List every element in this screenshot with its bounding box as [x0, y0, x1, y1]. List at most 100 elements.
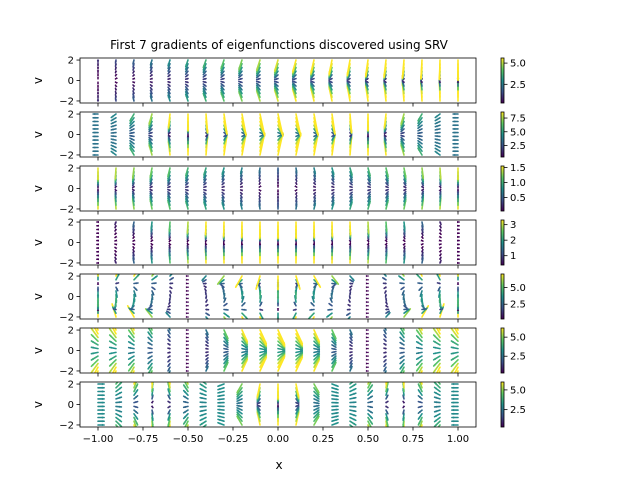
- quiver-arrowhead: [453, 138, 456, 142]
- quiver-arrowhead: [218, 391, 221, 394]
- quiver-arrowhead: [366, 243, 369, 246]
- quiver-arrowhead: [349, 232, 352, 235]
- quiver-arrowhead: [313, 182, 316, 185]
- y-tick-label: 2: [68, 326, 74, 337]
- quiver-arrowhead: [435, 151, 438, 154]
- quiver-arrowhead: [331, 233, 334, 236]
- quiver-arrowhead: [365, 362, 368, 365]
- quiver-arrowhead: [150, 77, 153, 80]
- quiver-arrowhead: [168, 304, 171, 307]
- quiver-arrowhead: [224, 303, 227, 306]
- quiver-arrowhead: [256, 85, 259, 88]
- quiver-arrowhead: [115, 82, 118, 85]
- quiver-arrowhead: [438, 232, 441, 235]
- quiver-arrows: [96, 59, 460, 102]
- quiver-arrowhead: [133, 235, 136, 239]
- quiver-arrowhead: [101, 397, 105, 401]
- quiver-arrowhead: [235, 284, 238, 288]
- quiver-arrowhead: [114, 94, 117, 97]
- quiver-arrowhead: [96, 258, 99, 261]
- quiver-arrowhead: [206, 335, 208, 338]
- quiver-arrowhead: [317, 356, 320, 359]
- quiver-arrowhead: [237, 414, 240, 417]
- quiver-arrowhead: [96, 304, 100, 307]
- quiver-arrowhead: [185, 308, 188, 311]
- quiver-arrowhead: [416, 335, 419, 339]
- quiver-arrowhead: [96, 76, 100, 79]
- quiver-arrowhead: [335, 415, 338, 418]
- quiver-arrowhead: [435, 121, 438, 124]
- quiver-arrowhead: [433, 341, 437, 344]
- quiver-arrowhead: [218, 418, 221, 422]
- quiver-arrowhead: [114, 191, 117, 194]
- quiver-arrowhead: [295, 198, 298, 201]
- quiver-arrowhead: [420, 235, 423, 239]
- quiver-arrowhead: [240, 179, 243, 182]
- quiver-arrow: [420, 59, 423, 79]
- quiver-arrowhead: [316, 412, 319, 415]
- quiver-arrowhead: [457, 239, 460, 242]
- quiver-arrowhead: [244, 346, 248, 349]
- quiver-arrowhead: [439, 80, 442, 83]
- quiver-arrowhead: [385, 301, 388, 305]
- colorbar: 1 2 3: [500, 219, 516, 266]
- quiver-arrowhead: [170, 277, 174, 280]
- quiver-arrowhead: [114, 222, 117, 225]
- quiver-arrowhead: [185, 328, 188, 332]
- quiver-arrowhead: [310, 70, 313, 73]
- quiver-arrow: [295, 383, 300, 398]
- quiver-arrowhead: [276, 235, 280, 238]
- quiver-arrowhead: [404, 305, 407, 308]
- quiver-arrowhead: [353, 380, 355, 382]
- quiver-arrowhead: [365, 340, 368, 343]
- quiver-arrowhead: [400, 366, 403, 369]
- quiver-arrowhead: [353, 422, 356, 425]
- quiver-arrowhead: [206, 332, 209, 335]
- quiver-arrowhead: [299, 346, 303, 349]
- quiver-arrowhead: [418, 123, 421, 126]
- quiver-arrowhead: [310, 308, 313, 311]
- quiver-arrowhead: [402, 297, 405, 300]
- quiver-arrowhead: [115, 254, 118, 257]
- quiver-arrowhead: [149, 135, 152, 138]
- quiver-arrowhead: [203, 91, 206, 94]
- quiver-arrowhead: [256, 77, 260, 81]
- quiver-arrowhead: [256, 83, 260, 86]
- quiver-arrowhead: [185, 194, 188, 197]
- quiver-arrowhead: [457, 254, 460, 257]
- quiver-arrowhead: [384, 135, 387, 138]
- quiver-arrowhead: [453, 135, 456, 138]
- quiver-arrowhead: [386, 308, 389, 311]
- quiver-arrowhead: [418, 128, 421, 131]
- quiver-arrowhead: [91, 357, 94, 360]
- quiver-arrowhead: [119, 405, 122, 408]
- quiver-arrowhead: [438, 243, 441, 246]
- quiver-arrowhead: [205, 304, 208, 307]
- quiver-arrowhead: [96, 189, 100, 192]
- quiver-arrowhead: [451, 322, 453, 324]
- quiver-arrowhead: [403, 185, 406, 188]
- quiver-arrowhead: [313, 176, 316, 179]
- quiver-arrowhead: [331, 287, 334, 290]
- quiver-arrowhead: [185, 351, 188, 354]
- quiver-arrowhead: [453, 153, 456, 157]
- quiver-arrowhead: [185, 282, 188, 285]
- quiver-arrowhead: [110, 382, 112, 384]
- quiver-arrowhead: [416, 368, 419, 371]
- quiver-arrowhead: [185, 91, 188, 95]
- quiver-arrowhead: [336, 281, 339, 285]
- quiver-arrowhead: [115, 294, 118, 298]
- quiver-arrowhead: [119, 414, 122, 417]
- quiver-arrowhead: [259, 181, 262, 185]
- quiver-arrowhead: [185, 358, 188, 361]
- quiver-arrowhead: [276, 178, 280, 181]
- quiver-arrowhead: [96, 254, 99, 257]
- quiver-arrows: [96, 220, 460, 265]
- quiver-arrow: [129, 366, 135, 373]
- quiver-arrowhead: [119, 410, 122, 413]
- quiver-arrowhead: [167, 423, 170, 427]
- quiver-arrowhead: [168, 401, 171, 404]
- quiver-arrowhead: [240, 195, 243, 198]
- quiver-arrowhead: [183, 385, 186, 388]
- quiver-arrowhead: [367, 230, 370, 233]
